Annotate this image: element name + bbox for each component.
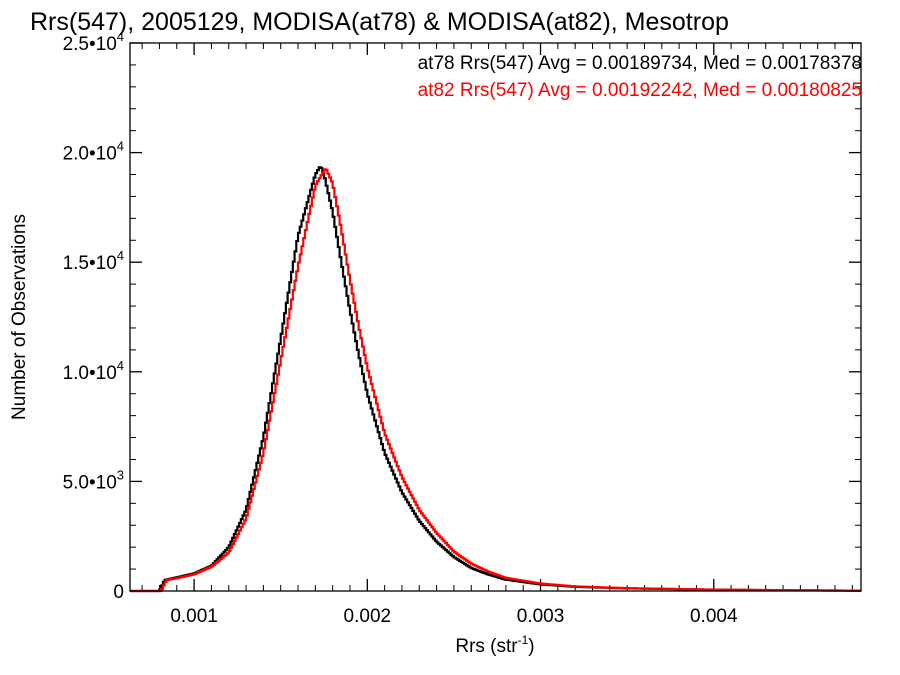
y-tick-label: 1.5•104	[63, 248, 124, 274]
x-axis-label-exponent: -1	[518, 633, 529, 647]
annotation-at82: at82 Rrs(547) Avg = 0.00192242, Med = 0.…	[418, 80, 862, 101]
x-tick-label: 0.001	[170, 606, 218, 627]
y-tick-label: 5.0•103	[63, 467, 124, 493]
chart-title: Rrs(547), 2005129, MODISA(at78) & MODISA…	[30, 8, 729, 36]
x-axis-label: Rrs (str-1)	[455, 633, 534, 657]
y-axis-label: Number of Observations	[9, 214, 30, 420]
y-tick-label: 2.5•104	[63, 29, 124, 55]
y-tick-label: 2.0•104	[63, 139, 124, 165]
x-tick-label: 0.002	[344, 606, 392, 627]
x-tick-label: 0.003	[517, 606, 565, 627]
series-at82-line	[130, 168, 861, 593]
annotation-at78: at78 Rrs(547) Avg = 0.00189734, Med = 0.…	[418, 53, 862, 74]
x-tick-label: 0.004	[690, 606, 738, 627]
y-tick-label: 1.0•104	[63, 358, 124, 384]
y-tick-label: 0	[113, 582, 124, 603]
series-at78-line	[130, 166, 861, 593]
plot-frame	[129, 42, 862, 592]
